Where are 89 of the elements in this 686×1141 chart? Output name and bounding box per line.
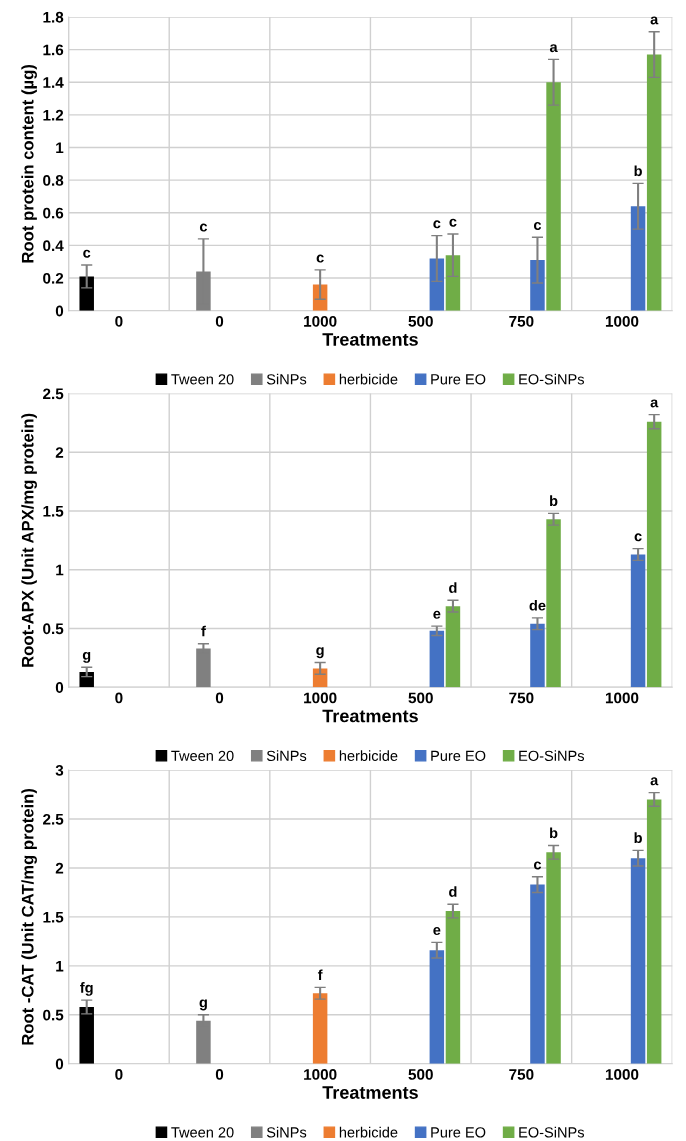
data-label: c — [199, 223, 208, 232]
y-tick-label: 1 — [56, 142, 64, 154]
y-axis-title: Root protein content (µg) — [21, 64, 37, 263]
data-label: g — [199, 999, 207, 1011]
legend-label: SiNPs — [266, 373, 307, 385]
legend-label: EO-SiNPs — [519, 373, 585, 385]
x-tick-label: 0 — [115, 1069, 123, 1080]
y-tick-label: 2.5 — [43, 388, 64, 400]
x-tick-label: 1000 — [304, 692, 337, 704]
data-label: g — [316, 647, 324, 659]
legend-label: Pure EO — [431, 1127, 486, 1138]
data-label: fg — [80, 982, 93, 996]
x-tick-label: 0 — [215, 315, 224, 327]
legend-label: herbicide — [339, 1126, 398, 1138]
data-label: f — [201, 625, 206, 637]
y-axis-title: Root-APX (Unit APX/mg protein) — [21, 413, 37, 667]
y-tick-label: 3 — [55, 764, 64, 776]
data-label: a — [650, 777, 659, 786]
y-tick-label: 1.5 — [43, 911, 64, 923]
legend-label: Tween 20 — [171, 750, 234, 761]
y-tick-label: 0.6 — [43, 207, 64, 219]
data-label: c — [316, 254, 324, 263]
x-tick-label: 0 — [115, 315, 123, 327]
data-label: c — [449, 218, 457, 227]
data-label: e — [433, 610, 441, 619]
legend-label: SiNPs — [266, 750, 307, 761]
y-tick-label: 0 — [55, 305, 64, 317]
y-tick-label: 2 — [55, 862, 64, 874]
y-tick-label: 0.2 — [43, 272, 64, 284]
data-label: c — [533, 861, 542, 870]
data-label: c — [433, 220, 441, 229]
y-tick-label: 0.4 — [43, 240, 64, 252]
x-axis-title: Treatments — [322, 1086, 418, 1099]
x-tick-label: 750 — [509, 315, 534, 327]
data-label: g — [82, 651, 91, 663]
y-tick-label: 1.5 — [43, 506, 64, 517]
y-tick-label: 2.5 — [43, 813, 64, 825]
y-tick-label: 1.2 — [43, 109, 64, 121]
data-label: a — [650, 16, 659, 25]
x-axis-title: Treatments — [322, 333, 418, 346]
legend-label: Tween 20 — [171, 374, 234, 385]
x-tick-label: 0 — [215, 1069, 224, 1080]
legend-label: EO-SiNPs — [519, 750, 585, 761]
x-tick-label: 750 — [509, 692, 534, 704]
legend-label: herbicide — [339, 373, 398, 385]
y-tick-label: 1.6 — [43, 44, 64, 56]
legend-label: Tween 20 — [171, 1127, 234, 1138]
legend-label: Pure EO — [431, 374, 486, 385]
legend-label: Pure EO — [431, 750, 486, 761]
legend-label: SiNPs — [266, 1126, 307, 1138]
y-tick-label: 0.5 — [43, 1009, 64, 1021]
x-tick-label: 1000 — [605, 1069, 639, 1080]
data-label: c — [533, 221, 542, 230]
x-axis-title: Treatments — [322, 709, 418, 723]
x-tick-label: 1000 — [304, 315, 337, 327]
x-tick-label: 0 — [115, 692, 123, 704]
data-label: a — [549, 44, 558, 53]
x-tick-label: 1000 — [605, 315, 639, 327]
data-label: f — [317, 969, 323, 980]
data-label: de — [529, 599, 546, 611]
y-tick-label: 0.5 — [43, 623, 64, 635]
x-tick-label: 500 — [408, 1069, 433, 1080]
y-tick-label: 0.8 — [43, 175, 64, 186]
y-tick-label: 1.8 — [43, 11, 64, 23]
data-label: e — [433, 927, 441, 936]
data-label: b — [550, 827, 558, 839]
x-tick-label: 1000 — [304, 1069, 337, 1080]
data-label: c — [83, 249, 91, 258]
legend-label: EO-SiNPs — [519, 1126, 585, 1138]
y-tick-label: 1 — [56, 564, 64, 576]
x-tick-label: 0 — [215, 692, 224, 704]
y-tick-label: 2 — [55, 447, 64, 458]
data-label: d — [449, 886, 457, 897]
y-tick-label: 1.4 — [43, 77, 64, 88]
y-tick-label: 0 — [55, 682, 64, 693]
x-tick-label: 500 — [408, 692, 433, 704]
x-tick-label: 750 — [509, 1069, 534, 1080]
data-label: c — [634, 533, 642, 542]
data-label: b — [634, 165, 642, 177]
legend-label: herbicide — [339, 750, 398, 761]
y-axis-title: Root -CAT (Unit CAT/mg protein) — [21, 788, 37, 1045]
y-tick-label: 1 — [56, 960, 64, 972]
data-label: b — [634, 832, 642, 844]
x-tick-label: 1000 — [605, 692, 639, 704]
y-tick-label: 0 — [55, 1058, 64, 1070]
data-label: d — [449, 582, 457, 593]
x-tick-label: 500 — [408, 315, 433, 327]
data-label: a — [650, 399, 659, 408]
data-label: b — [550, 495, 558, 507]
